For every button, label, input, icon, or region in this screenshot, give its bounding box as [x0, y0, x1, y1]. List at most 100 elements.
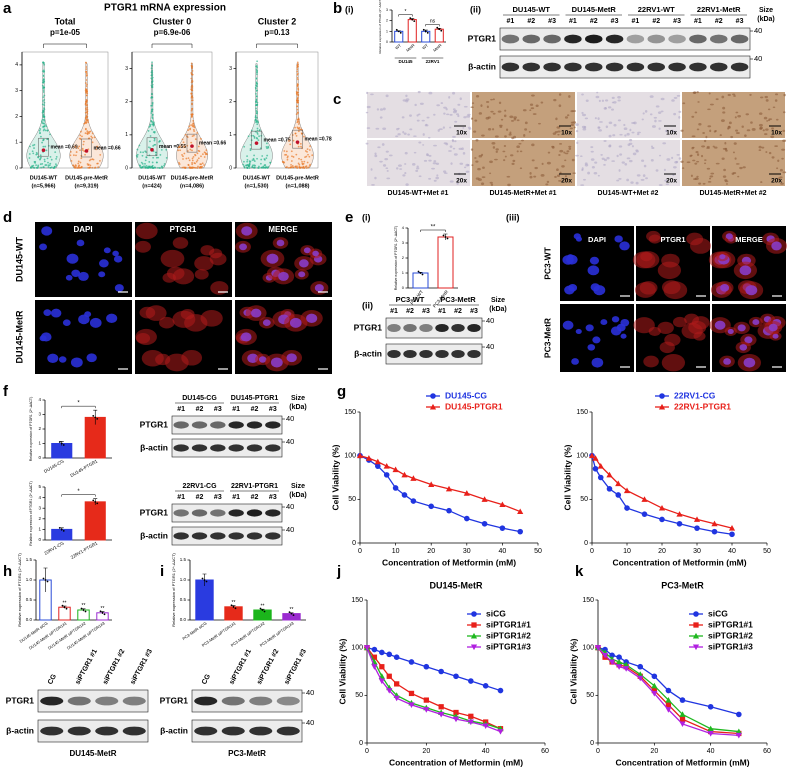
marker — [592, 455, 599, 461]
blot-group-label: 22RV1-CG — [182, 483, 217, 490]
cell-point — [39, 163, 42, 166]
replicate-dot — [230, 604, 233, 607]
x-tick-label: MetR — [405, 43, 416, 53]
tissue-cell — [629, 128, 632, 132]
replicate-dot — [92, 415, 95, 417]
cytoplasm-stain — [210, 281, 229, 295]
cell-point — [196, 159, 199, 162]
cell-point — [197, 145, 200, 148]
cell-point — [296, 76, 299, 79]
tissue-cell — [732, 151, 735, 154]
legend-label: DU145-CG — [445, 390, 487, 400]
tissue-cell — [674, 130, 677, 133]
cell-point — [55, 158, 58, 160]
tissue-cell — [779, 168, 783, 172]
cell-point — [297, 88, 300, 91]
micrograph — [577, 140, 680, 186]
tissue-cell — [581, 168, 584, 172]
tissue-cell — [654, 119, 657, 123]
blot-membrane — [171, 503, 283, 523]
replicate-dot — [234, 607, 237, 610]
tissue-cell — [480, 104, 483, 107]
cell-point — [152, 121, 155, 124]
tissue-cell — [366, 91, 369, 95]
tissue-cell — [480, 182, 485, 186]
band — [522, 62, 540, 72]
cytoplasm-stain — [145, 305, 167, 321]
tissue-cell — [374, 152, 377, 156]
cell-point — [151, 93, 153, 96]
y-tick-label: 0 — [15, 165, 18, 171]
marker — [371, 664, 378, 670]
cell-point — [290, 150, 293, 153]
cell-point — [266, 147, 268, 150]
cell-point — [144, 167, 147, 169]
tissue-cell — [545, 183, 549, 186]
cell-point — [201, 162, 204, 165]
cell-point — [32, 152, 35, 155]
lane-label: #1 — [232, 406, 240, 413]
tissue-cell — [658, 127, 661, 130]
cell-point — [187, 163, 190, 166]
tissue-cell — [512, 159, 516, 163]
tissue-cell — [765, 151, 768, 154]
cell-point — [47, 164, 50, 167]
nucleus — [562, 320, 574, 330]
tissue-cell — [379, 160, 383, 163]
tissue-cell — [681, 167, 685, 169]
band — [585, 34, 603, 44]
y-axis-label: Cell Viability (%) — [337, 638, 347, 704]
tissue-cell — [463, 105, 468, 108]
cell-point — [193, 130, 196, 133]
tissue-cell — [511, 162, 515, 165]
tissue-cell — [513, 116, 517, 119]
tissue-cell — [705, 135, 708, 139]
blot-row-label: PTGR1 — [354, 322, 383, 332]
tissue-cell — [474, 157, 477, 159]
marker — [623, 661, 630, 668]
nucleus — [103, 247, 111, 254]
blot-group-label: DU145-CG — [182, 395, 217, 402]
tissue-cell — [618, 169, 621, 172]
y-tick-label: 50 — [580, 496, 588, 503]
tissue-cell — [690, 154, 693, 157]
cell-point — [186, 144, 189, 147]
cell-point — [256, 65, 258, 67]
lane-label: #3 — [214, 406, 222, 413]
cell-point — [48, 164, 51, 167]
cell-point — [152, 156, 155, 159]
cell-point — [87, 167, 90, 169]
cell-point — [151, 73, 154, 76]
tissue-cell — [777, 159, 780, 163]
tissue-cell — [388, 154, 393, 157]
tissue-cell — [597, 174, 600, 177]
blot-membrane — [171, 526, 283, 546]
cytoplasm-stain — [688, 320, 707, 335]
significance-bracket — [425, 24, 440, 27]
band — [689, 34, 707, 44]
nucleus — [114, 284, 124, 292]
tissue-cell — [487, 127, 492, 131]
cell-point — [194, 138, 197, 141]
tissue-cell — [421, 119, 425, 122]
tissue-cell — [678, 115, 681, 119]
tissue-cell — [694, 111, 698, 114]
tissue-cell — [456, 113, 460, 116]
tissue-cell — [531, 94, 535, 97]
blot-membrane — [499, 55, 751, 79]
tissue-cell — [470, 148, 474, 151]
tissue-cell — [564, 116, 569, 119]
cell-point — [296, 99, 298, 102]
tissue-cell — [382, 127, 387, 131]
cell-point — [91, 132, 94, 135]
tissue-cell — [366, 127, 371, 129]
band — [228, 509, 244, 517]
x-tick-label: 50 — [534, 548, 542, 555]
cell-point — [85, 101, 88, 103]
cell-point — [136, 155, 139, 158]
cell-point — [254, 86, 257, 89]
cell-point — [256, 71, 258, 73]
nucleus — [592, 336, 601, 344]
marker — [651, 690, 658, 697]
tissue-cell — [509, 131, 512, 134]
